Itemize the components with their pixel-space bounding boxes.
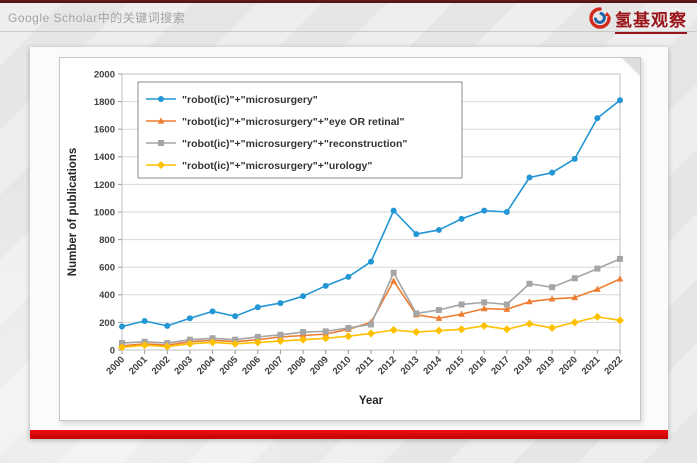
svg-text:0: 0 <box>110 345 115 356</box>
chart-legend: "robot(ic)"+"microsurgery" "robot(ic)"+"m… <box>137 81 463 179</box>
svg-text:2015: 2015 <box>444 354 467 377</box>
header-divider <box>0 31 697 32</box>
svg-text:2009: 2009 <box>308 354 331 377</box>
svg-text:2016: 2016 <box>467 354 490 377</box>
svg-text:Number of publications: Number of publications <box>67 148 79 276</box>
publications-line-chart: 0200400600800100012001400160018002000200… <box>67 69 625 407</box>
svg-text:Year: Year <box>359 395 384 407</box>
svg-text:400: 400 <box>99 290 115 301</box>
svg-text:2000: 2000 <box>104 354 127 377</box>
svg-text:2000: 2000 <box>94 69 115 80</box>
svg-text:2007: 2007 <box>263 354 286 377</box>
brand-name: 氢基观察 <box>615 6 687 34</box>
svg-text:2018: 2018 <box>512 354 535 377</box>
brand-swirl-icon <box>589 6 611 34</box>
svg-text:"robot(ic)"+"microsurgery"+"ur: "robot(ic)"+"microsurgery"+"urology" <box>182 160 372 172</box>
page-curl-decoration <box>622 58 640 76</box>
svg-text:2020: 2020 <box>557 354 580 377</box>
svg-text:2022: 2022 <box>602 354 625 377</box>
svg-text:2004: 2004 <box>195 354 218 377</box>
top-accent-bar <box>0 0 697 3</box>
svg-text:"robot(ic)"+"microsurgery"+"re: "robot(ic)"+"microsurgery"+"reconstructi… <box>182 138 407 150</box>
svg-text:1000: 1000 <box>94 207 115 218</box>
svg-text:1800: 1800 <box>94 97 115 108</box>
svg-text:2019: 2019 <box>534 354 557 377</box>
svg-text:200: 200 <box>99 318 115 329</box>
svg-text:2021: 2021 <box>580 354 603 377</box>
slide-title: Google Scholar中的关键词搜索 <box>8 11 186 25</box>
svg-text:600: 600 <box>99 263 115 274</box>
svg-text:2017: 2017 <box>489 354 512 377</box>
svg-text:2001: 2001 <box>127 354 150 377</box>
slide-content: 0 200 400 600 800 1000 1200 1400 1600 1800 2000 200… <box>30 47 668 439</box>
svg-text:1400: 1400 <box>94 152 115 163</box>
svg-text:2011: 2011 <box>354 354 377 377</box>
slide-footer-bar <box>30 430 668 439</box>
series-2 <box>119 255 623 347</box>
svg-text:"robot(ic)"+"microsurgery"+"ey: "robot(ic)"+"microsurgery"+"eye OR retin… <box>182 116 404 128</box>
svg-text:2005: 2005 <box>218 354 241 377</box>
brand-logo: 氢基观察 <box>589 6 687 34</box>
svg-text:1200: 1200 <box>94 180 115 191</box>
svg-text:2012: 2012 <box>376 354 399 377</box>
svg-text:1600: 1600 <box>94 125 115 136</box>
chart-panel: 0 200 400 600 800 1000 1200 1400 1600 1800 2000 200… <box>59 57 641 421</box>
x-axis: 2000 2001 2002 2003 2004 2005 2006 2007 2008 2009… <box>104 350 625 377</box>
svg-text:2008: 2008 <box>285 354 308 377</box>
svg-text:2003: 2003 <box>172 354 195 377</box>
svg-text:2002: 2002 <box>150 354 173 377</box>
svg-text:2006: 2006 <box>240 354 263 377</box>
series-3 <box>118 312 624 352</box>
series-0 <box>119 97 623 330</box>
svg-text:2014: 2014 <box>421 354 444 377</box>
svg-text:"robot(ic)"+"microsurgery": "robot(ic)"+"microsurgery" <box>182 94 318 106</box>
svg-text:2010: 2010 <box>331 354 354 377</box>
svg-text:800: 800 <box>99 235 115 246</box>
svg-text:2013: 2013 <box>399 354 422 377</box>
